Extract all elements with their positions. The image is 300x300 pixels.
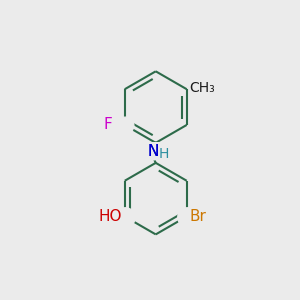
Text: HO: HO bbox=[98, 209, 122, 224]
Text: N: N bbox=[147, 144, 158, 159]
Text: Br: Br bbox=[190, 209, 206, 224]
Text: N: N bbox=[147, 144, 158, 159]
Text: H: H bbox=[158, 147, 169, 161]
Text: F: F bbox=[104, 118, 113, 133]
Text: CH₃: CH₃ bbox=[190, 81, 215, 95]
